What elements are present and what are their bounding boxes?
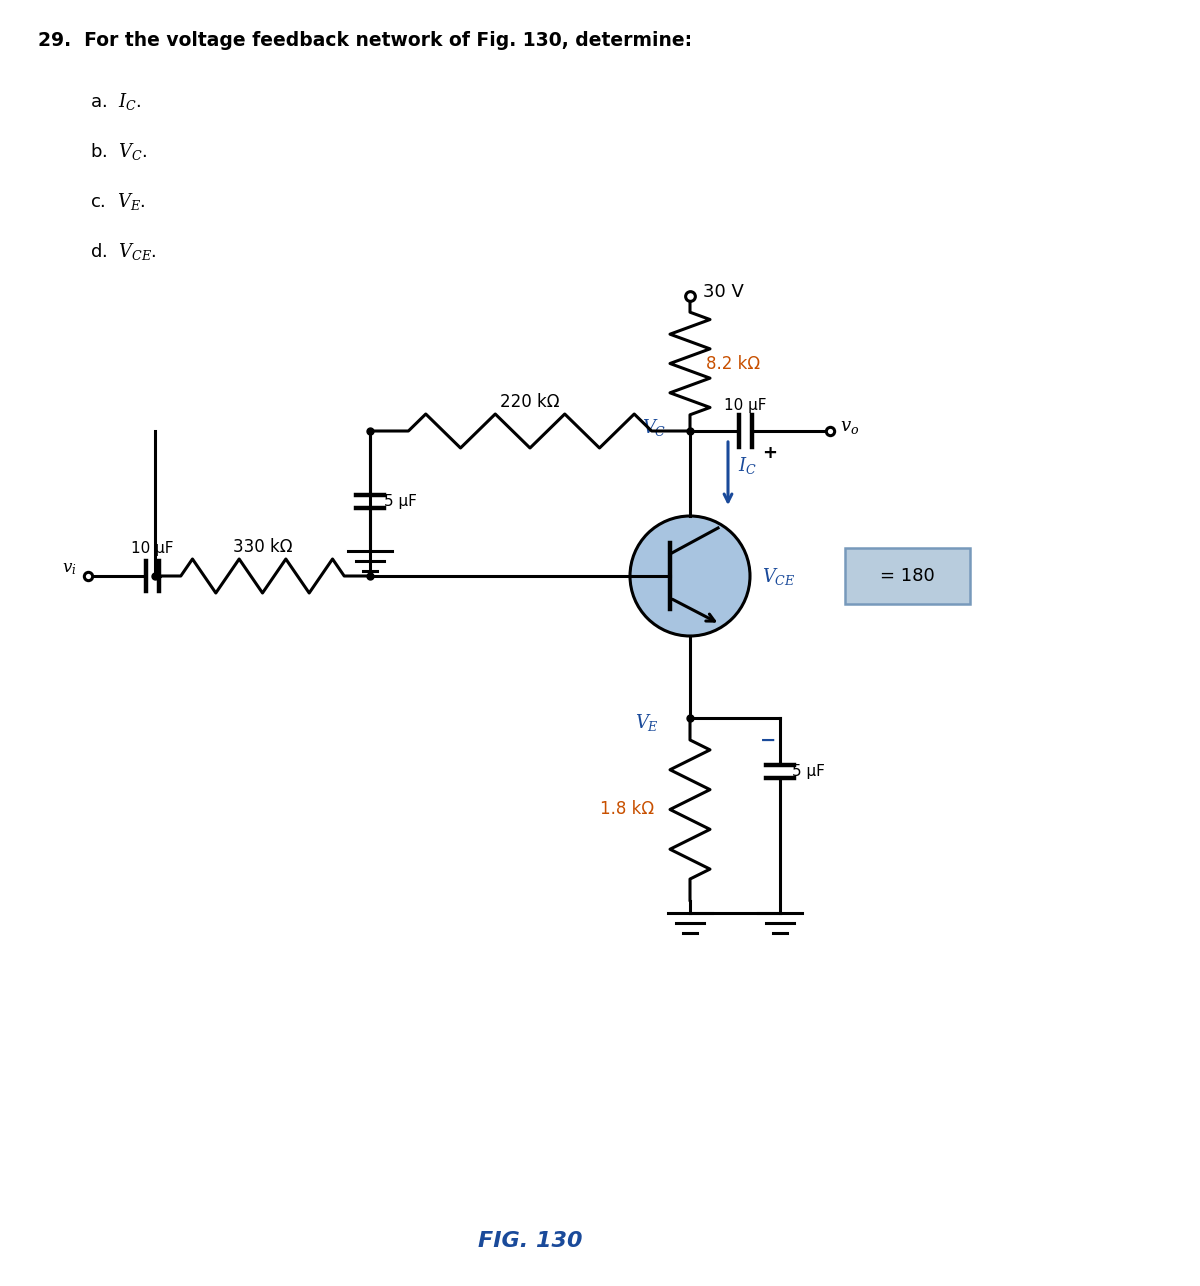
Circle shape	[630, 516, 750, 637]
Text: c.  $V_E$.: c. $V_E$.	[90, 192, 145, 212]
Text: $V_{CE}$: $V_{CE}$	[762, 566, 796, 586]
Text: 5 μF: 5 μF	[792, 764, 824, 778]
Text: $V_C$: $V_C$	[642, 417, 666, 437]
Text: $v_o$: $v_o$	[840, 418, 859, 436]
Text: 10 μF: 10 μF	[724, 397, 767, 413]
Text: = 180: = 180	[880, 567, 935, 585]
Text: 220 kΩ: 220 kΩ	[500, 394, 559, 412]
Text: 30 V: 30 V	[703, 283, 744, 301]
Text: 29.  For the voltage feedback network of Fig. 130, determine:: 29. For the voltage feedback network of …	[38, 31, 692, 50]
Text: d.  $V_{CE}$.: d. $V_{CE}$.	[90, 240, 157, 262]
Text: +: +	[762, 444, 778, 462]
Text: b.  $V_C$.: b. $V_C$.	[90, 141, 148, 162]
Text: 10 μF: 10 μF	[131, 541, 173, 556]
Text: −: −	[760, 730, 776, 750]
Text: 1.8 kΩ: 1.8 kΩ	[600, 800, 654, 818]
Text: $V_E$: $V_E$	[635, 711, 659, 733]
Text: 8.2 kΩ: 8.2 kΩ	[706, 355, 760, 373]
Text: 330 kΩ: 330 kΩ	[233, 538, 293, 556]
Text: 5 μF: 5 μF	[384, 494, 416, 508]
Text: $I_C$: $I_C$	[738, 455, 757, 476]
Text: FIG. 130: FIG. 130	[478, 1231, 582, 1251]
Text: $v_i$: $v_i$	[62, 559, 77, 577]
Text: a.  $I_C$.: a. $I_C$.	[90, 91, 142, 112]
FancyBboxPatch shape	[845, 548, 970, 604]
